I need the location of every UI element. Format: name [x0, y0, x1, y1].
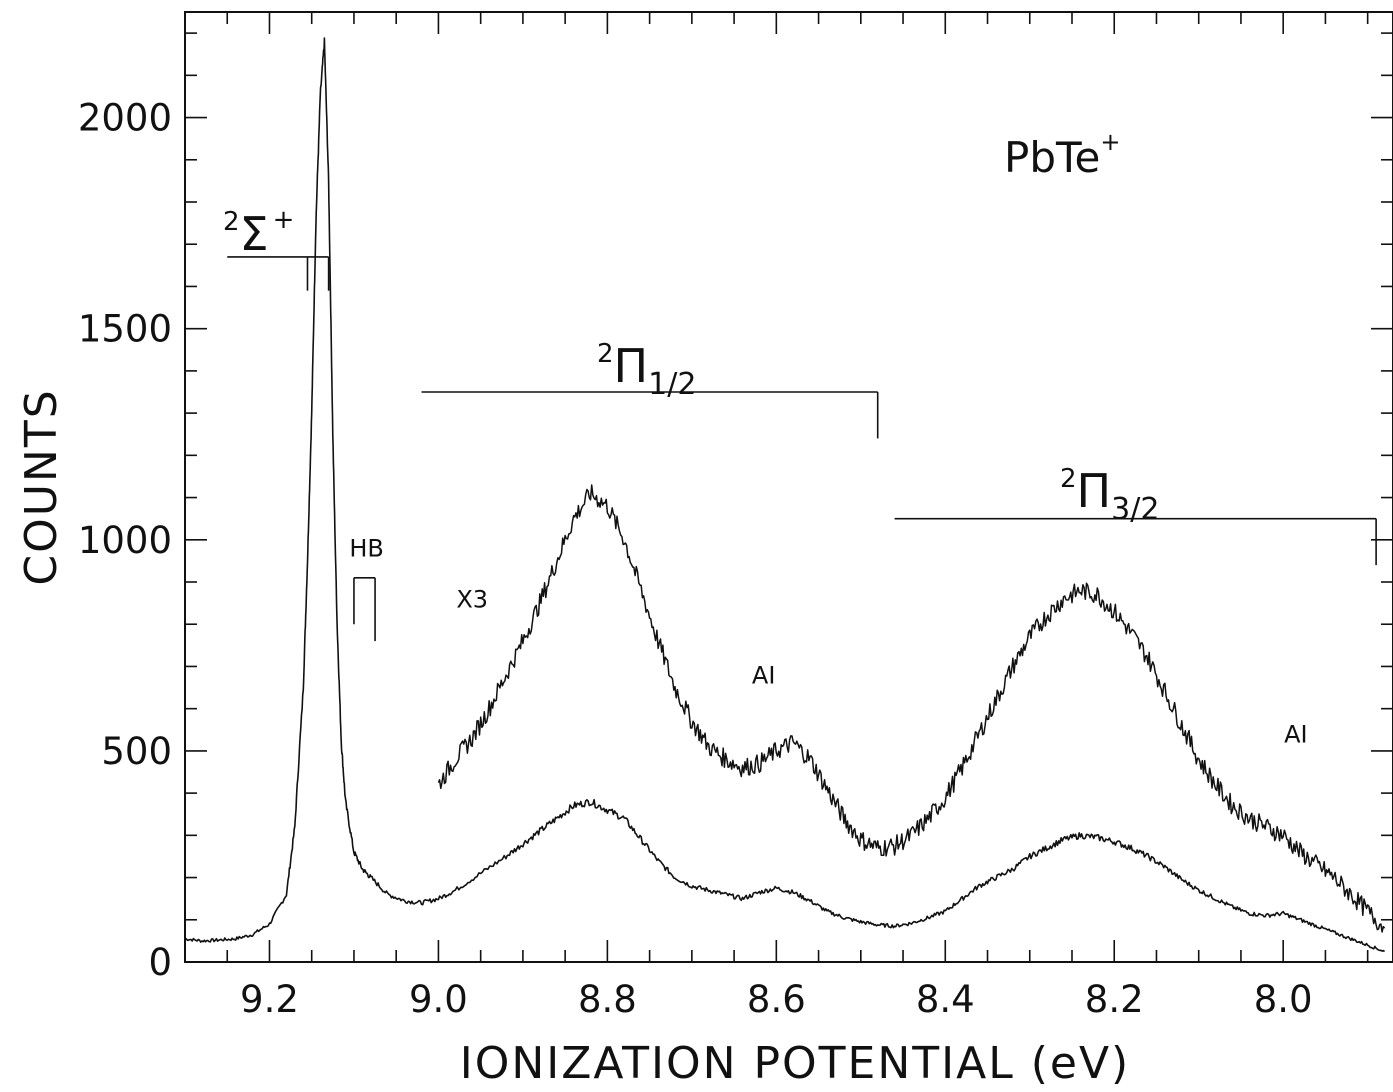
y-tick-label: 500: [101, 730, 172, 773]
plot-frame: [184, 11, 1393, 963]
state-pi32-base: Π: [1077, 464, 1112, 518]
molecule-label: PbTe+: [1004, 128, 1120, 182]
x-tick-label: 8.0: [1254, 978, 1313, 1021]
state-label-sigma: 2Σ +: [223, 205, 294, 261]
y-tick-label: 1500: [78, 308, 172, 351]
x-axis-title: IONIZATION POTENTIAL (eV): [460, 1038, 1130, 1089]
tick-labels: 9.2 9.0 8.8 8.6 8.4 8.2 8.0 0 500 1000 1500 2000: [78, 97, 1313, 1021]
state-pi12-sup-left: 2: [597, 339, 614, 369]
molecule-base: PbTe: [1004, 133, 1100, 182]
annotation-ai-2: AI: [1284, 720, 1308, 748]
y-axis-title: COUNTS: [16, 388, 67, 585]
molecule-sup: +: [1100, 128, 1120, 156]
state-label-pi12: 2Π1/2: [597, 339, 696, 402]
axis-ticks: [185, 12, 1393, 963]
x-tick-label: 8.8: [578, 978, 637, 1021]
state-sigma-base: Σ: [240, 207, 269, 261]
state-pi32-sup-left: 2: [1060, 464, 1077, 494]
state-pi32-sub: 3/2: [1111, 492, 1159, 527]
x-tick-label: 8.4: [916, 978, 975, 1021]
state-pi12-base: Π: [614, 339, 649, 393]
x-tick-label: 8.6: [747, 978, 806, 1021]
annotation-hb: HB: [349, 535, 384, 563]
y-tick-label: 2000: [78, 97, 172, 140]
marker-layer: [227, 256, 1377, 642]
x-tick-label: 9.0: [409, 978, 468, 1021]
y-tick-label: 0: [148, 941, 172, 984]
series-x3-line: [437, 484, 1386, 933]
annotation-x3: X3: [456, 585, 488, 613]
state-label-pi32: 2Π3/2: [1060, 464, 1159, 527]
state-sigma-sup-right: +: [273, 205, 295, 235]
state-pi12-sub: 1/2: [648, 367, 696, 402]
y-tick-label: 1000: [78, 519, 172, 562]
series-main-line: [184, 37, 1386, 953]
series-layer: [184, 37, 1386, 953]
annotation-ai-1: AI: [752, 661, 776, 689]
x-tick-label: 8.2: [1085, 978, 1144, 1021]
x-tick-label: 9.2: [240, 978, 299, 1021]
state-sigma-sup-left: 2: [223, 207, 240, 237]
